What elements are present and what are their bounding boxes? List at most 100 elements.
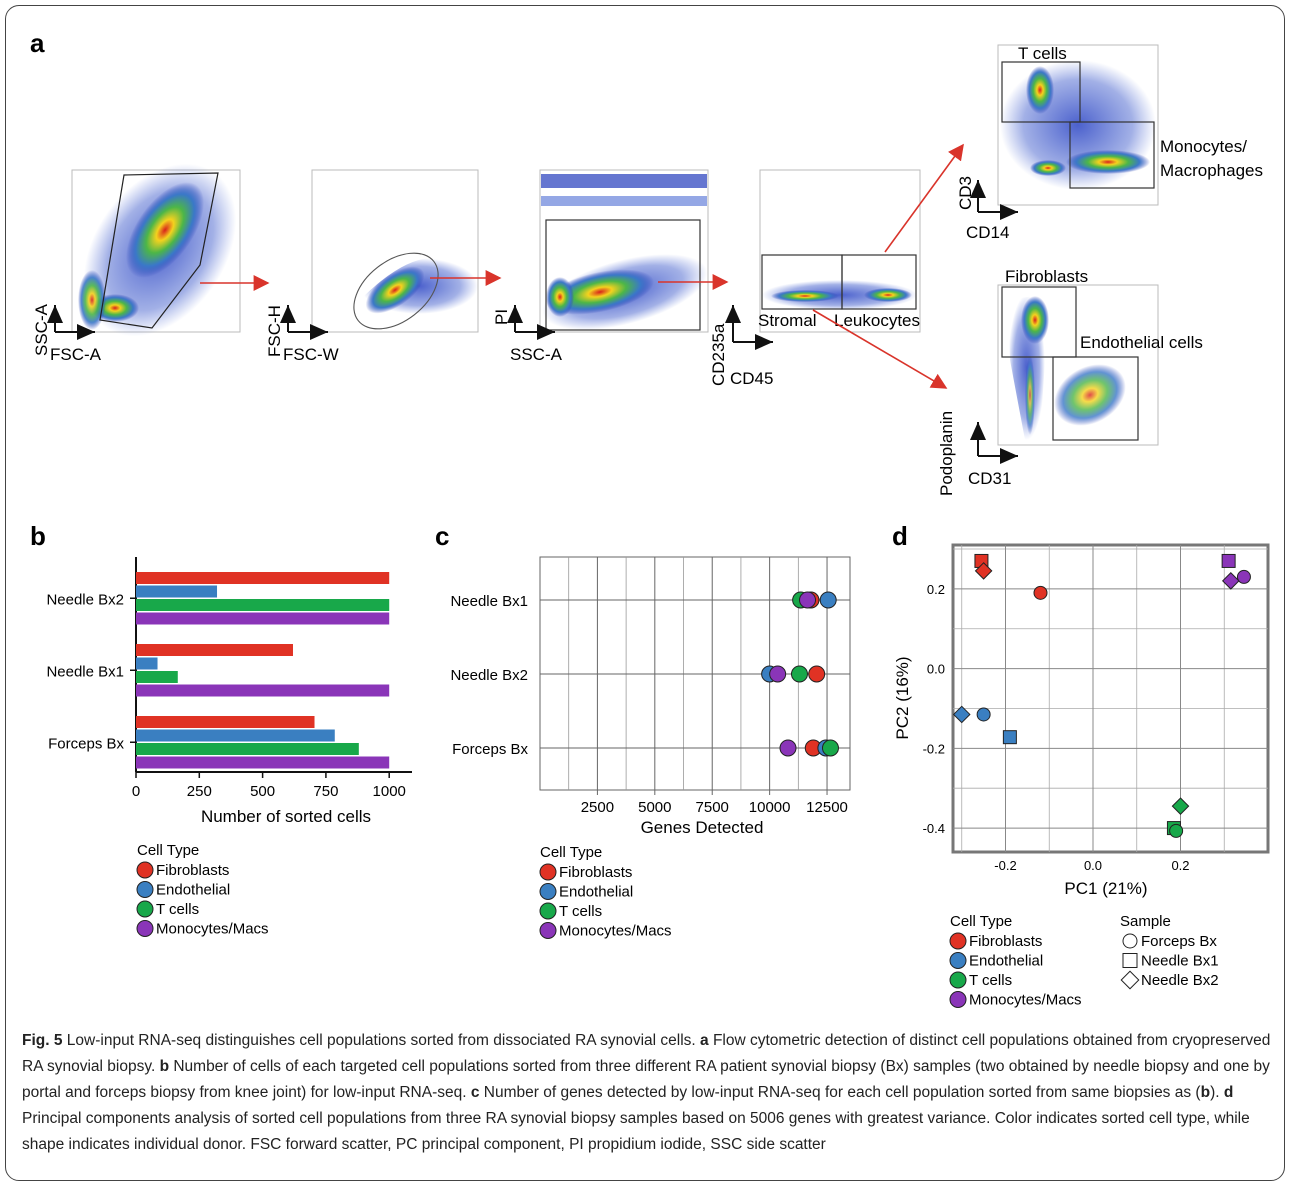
legend-label-monocytes-macs: Monocytes/Macs — [969, 992, 1082, 1009]
gate-label-monocytes-1: Monocytes/ — [1160, 137, 1247, 156]
y-tick-label: Needle Bx2 — [450, 667, 528, 684]
bar-needle-bx1-monocytes-macs — [136, 684, 390, 697]
caption-label-b: b — [159, 1058, 170, 1075]
x-axis-label: Number of sorted cells — [201, 807, 371, 826]
figure-canvas: a b c d FSC-A SSC-A FSC-W FSC-H — [30, 28, 1270, 1009]
gate-label-stromal: Stromal — [758, 311, 817, 330]
panel-label-d: d — [892, 521, 908, 551]
legend-swatch-t-cells — [949, 971, 967, 989]
x-tick-label: -0.2 — [994, 858, 1016, 873]
flow-plot-fscw-fsch: FSC-W FSC-H — [265, 169, 479, 364]
point-monocytes-macs-needle-bx1 — [1221, 553, 1236, 568]
point-t-cells-forceps-bx — [1169, 823, 1184, 838]
point-fibroblasts-forceps-bx — [1033, 585, 1048, 600]
caption-text-2: Flow cytometric detection of distinct ce… — [22, 1032, 1271, 1075]
caption-text-5: ). — [1210, 1084, 1224, 1101]
legend-swatch-endothelial — [136, 881, 154, 898]
x-tick-label: 7500 — [696, 799, 729, 816]
gate-label-leukocytes: Leukocytes — [834, 311, 920, 330]
x-axis-label: PC1 (21%) — [1064, 879, 1147, 898]
caption-label-a: a — [700, 1032, 709, 1049]
x-tick-label: 0.2 — [1171, 858, 1189, 873]
legend-swatch-monocytes-macs — [949, 991, 967, 1008]
sample-legend-label-forceps-bx: Forceps Bx — [1141, 933, 1217, 950]
point-needle-bx2-fibroblasts — [808, 665, 826, 683]
gate-fsc-ssc — [99, 172, 219, 329]
flow-panel: FSC-A SSC-A FSC-W FSC-H SSC-A — [32, 44, 1263, 496]
gate-label-monocytes-2: Macrophages — [1160, 161, 1263, 180]
bar-needle-bx1-endothelial — [136, 657, 158, 670]
bar-needle-bx1-t-cells — [136, 671, 178, 683]
axis-label-cd3: CD3 — [956, 176, 975, 210]
x-tick-label: 1000 — [373, 783, 406, 800]
caption-text-1: Low-input RNA-seq distinguishes cell pop… — [62, 1032, 701, 1049]
bar-forceps-bx-t-cells — [136, 743, 359, 755]
x-tick-label: 0.0 — [1084, 858, 1102, 873]
y-tick-label: Needle Bx1 — [450, 593, 528, 610]
x-axis-label: Genes Detected — [641, 818, 764, 837]
axis-label-cd14: CD14 — [966, 223, 1009, 242]
gate-fibroblasts — [1001, 286, 1077, 358]
gate-label-endothelial: Endothelial cells — [1080, 333, 1203, 352]
pca-panel: -0.2 0.0 0.2 0.2 0.0 -0.2 -0.4 PC1 (21%) PC2 (16… — [893, 543, 1270, 1009]
flow-plot-cd31-podoplanin: Fibroblasts Endothelial cells CD31 Podop… — [937, 267, 1203, 496]
x-tick-label: 750 — [313, 783, 338, 800]
legend-label-endothelial: Endothelial — [559, 884, 633, 901]
legend-swatch-monocytes-macs — [539, 922, 557, 939]
bar-forceps-bx-fibroblasts — [136, 716, 315, 728]
bar-needle-bx1-fibroblasts — [136, 644, 293, 656]
gate-arrow-to-stromal-subsets — [812, 309, 948, 389]
point-needle-bx1-endothelial — [819, 591, 837, 609]
bar-needle-bx2-t-cells — [136, 599, 390, 611]
legend-swatch-fibroblasts — [136, 861, 154, 879]
x-tick-label: 500 — [250, 783, 275, 800]
flow-plot-ssc-pi: SSC-A PI — [492, 169, 709, 364]
bar-forceps-bx-endothelial — [136, 729, 335, 742]
point-needle-bx1-monocytes-macs — [799, 591, 817, 609]
point-needle-bx2-t-cells — [790, 665, 808, 683]
legend-label-monocytes-macs: Monocytes/Macs — [156, 921, 269, 938]
gate-label-fibroblasts: Fibroblasts — [1005, 267, 1088, 286]
point-monocytes-macs-needle-bx2 — [1221, 572, 1240, 590]
sample-legend-swatch-needle-bx2 — [1120, 970, 1140, 990]
legend-label-fibroblasts: Fibroblasts — [969, 933, 1042, 950]
y-tick-label: -0.2 — [923, 741, 945, 756]
legend-swatch-t-cells — [136, 900, 154, 918]
sample-legend-label-needle-bx1: Needle Bx1 — [1141, 953, 1219, 970]
panel-label-a: a — [30, 28, 45, 58]
gate-leukocytes — [841, 254, 917, 310]
plot-area — [951, 543, 1270, 854]
y-tick-label: Needle Bx2 — [46, 591, 124, 608]
bar-needle-bx2-endothelial — [136, 585, 218, 598]
legend-swatch-endothelial — [949, 952, 967, 969]
point-needle-bx2-monocytes-macs — [769, 665, 787, 683]
axis-label-cd45: CD45 — [730, 369, 773, 388]
y-tick-label: 0.2 — [927, 582, 945, 597]
x-tick-label: 12500 — [806, 799, 848, 816]
sample-legend-label-needle-bx2: Needle Bx2 — [1141, 972, 1219, 989]
legend-label-monocytes-macs: Monocytes/Macs — [559, 923, 672, 940]
caption-text-6: Principal components analysis of sorted … — [22, 1110, 1250, 1153]
legend-title: Cell Type — [540, 844, 602, 861]
point-forceps-bx-t-cells — [821, 739, 839, 757]
axis-label-pi: PI — [492, 309, 511, 325]
bar-forceps-bx-monocytes-macs — [136, 756, 390, 769]
flow-plot-fsc-ssc: FSC-A SSC-A — [32, 163, 241, 364]
point-fibroblasts-needle-bx2 — [974, 562, 993, 580]
axis-label-podoplanin: Podoplanin — [937, 411, 956, 496]
legend-swatch-fibroblasts — [539, 863, 557, 881]
point-endothelial-needle-bx2 — [952, 705, 971, 724]
caption-label-b-ref: b — [1200, 1084, 1211, 1101]
gate-live — [545, 219, 701, 331]
legend-swatch-t-cells — [539, 902, 557, 920]
axis-label-cd31: CD31 — [968, 469, 1011, 488]
flow-plot-cd14-cd3: T cells Monocytes/ Macrophages CD14 CD3 — [956, 44, 1263, 242]
legend-swatch-fibroblasts — [949, 932, 967, 950]
y-tick-label: Needle Bx1 — [46, 663, 124, 680]
point-monocytes-macs-forceps-bx — [1236, 569, 1251, 584]
gate-endothelial — [1052, 356, 1139, 441]
legend-label-endothelial: Endothelial — [969, 953, 1043, 970]
y-tick-label: Forceps Bx — [452, 741, 528, 758]
axis-label-fsc-a: FSC-A — [50, 345, 102, 364]
axis-label-ssc-a: SSC-A — [510, 345, 563, 364]
